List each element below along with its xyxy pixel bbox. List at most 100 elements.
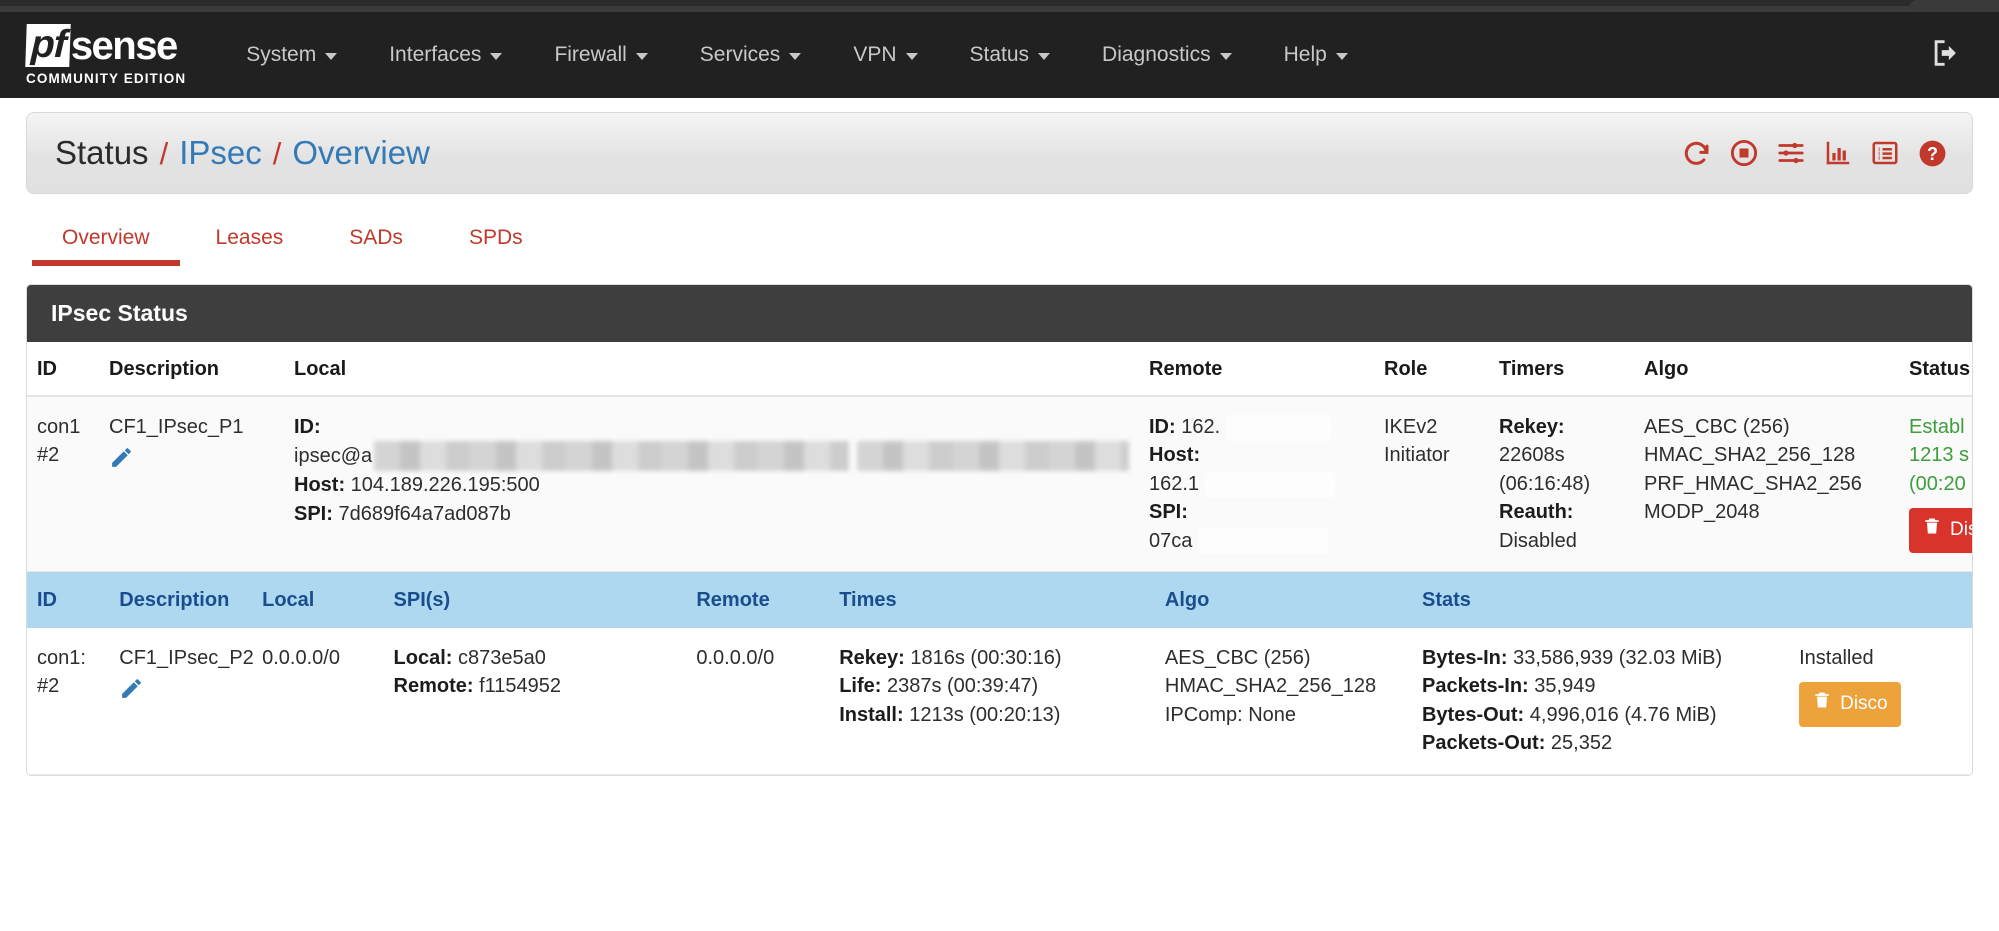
nav-label-vpn: VPN (853, 43, 897, 66)
status-time: 1213 s (1909, 444, 1970, 467)
local-spi-label: SPI: (294, 502, 333, 525)
remote-spi-value: 07ca (1149, 529, 1193, 552)
remote-host-value: 162.1 (1149, 472, 1200, 495)
disconnect-button[interactable]: Dis (1909, 508, 1972, 554)
spi-remote-label: Remote: (393, 675, 474, 698)
tab-leases[interactable]: Leases (186, 214, 314, 266)
filter-sliders-icon[interactable] (1776, 138, 1806, 168)
page-header-actions: ? (1682, 138, 1948, 169)
nav-item-vpn[interactable]: VPN (827, 33, 943, 77)
cell-p2-spis: Local: c873e5a0 Remote: f1154952 (383, 627, 687, 775)
timer-reauth-value: Disabled (1499, 529, 1577, 552)
cell-remote: ID: 162. Host: 162.1 SPI: 07ca (1139, 396, 1374, 572)
chevron-down-icon (1038, 53, 1051, 60)
breadcrumb-page[interactable]: Overview (292, 134, 430, 171)
stats-packets-in-value: 35,949 (1534, 675, 1596, 698)
remote-spi-label: SPI: (1149, 501, 1188, 524)
col-header-algo: Algo (1634, 342, 1899, 397)
p2-disconnect-button[interactable]: Disco (1799, 682, 1901, 728)
breadcrumb-root: Status (55, 134, 149, 171)
list-icon[interactable] (1870, 138, 1900, 168)
timer-rekey-label: Rekey: (1499, 416, 1565, 438)
nav-item-services[interactable]: Services (674, 33, 828, 77)
cell-p2-times: Rekey: 1816s (00:30:16) Life: 2387s (00:… (829, 627, 1155, 775)
cell-status: Establ 1213 s (00:20 Dis (1899, 396, 1972, 572)
logout-icon[interactable] (1929, 36, 1973, 75)
tab-sads[interactable]: SADs (319, 214, 433, 266)
nav-item-help[interactable]: Help (1258, 33, 1374, 77)
breadcrumb: Status / IPsec / Overview (55, 134, 430, 172)
help-icon[interactable]: ? (1917, 138, 1948, 169)
tab-spds[interactable]: SPDs (439, 214, 553, 266)
algo-line-3: PRF_HMAC_SHA2_256 (1644, 472, 1862, 495)
timer-reauth-label: Reauth: (1499, 501, 1574, 524)
col-header-description: Description (99, 342, 284, 397)
times-rekey-value: 1816s (00:30:16) (910, 646, 1062, 669)
cell-id: con1 #2 (27, 396, 99, 572)
nav-label-interfaces: Interfaces (389, 43, 482, 66)
remote-id-label: ID: (1149, 416, 1176, 438)
pencil-icon[interactable] (119, 676, 144, 709)
stats-packets-out-value: 25,352 (1550, 732, 1613, 755)
col-header-local: Local (284, 342, 1139, 397)
col-header-p2-remote: Remote (686, 571, 830, 628)
tab-bar: Overview Leases SADs SPDs (0, 194, 1999, 266)
nav-label-help: Help (1283, 43, 1327, 66)
chevron-down-icon (635, 53, 648, 60)
cell-p2-id: con1: #2 (27, 627, 110, 775)
col-header-p2-description: Description (109, 571, 253, 628)
p2-status-badge: Installed (1799, 646, 1874, 669)
trash-icon (1812, 690, 1832, 719)
cell-role: IKEv2 Initiator (1374, 396, 1489, 572)
chevron-down-icon (1335, 53, 1348, 60)
local-host-label: Host: (294, 474, 346, 497)
nav-item-firewall[interactable]: Firewall (528, 33, 673, 77)
cell-algo: AES_CBC (256) HMAC_SHA2_256_128 PRF_HMAC… (1634, 396, 1899, 572)
algo-line-1: AES_CBC (256) (1644, 416, 1790, 438)
p2-id-line-1: con1: (37, 646, 86, 669)
tab-leases-label: Leases (215, 226, 284, 249)
pencil-icon[interactable] (109, 445, 134, 478)
tab-spds-label: SPDs (468, 226, 523, 249)
nav-item-system[interactable]: System (220, 33, 363, 77)
tab-sads-label: SADs (349, 226, 403, 249)
nav-label-diagnostics: Diagnostics (1102, 43, 1211, 66)
stats-bytes-in-value: 33,586,939 (32.03 MiB) (1513, 646, 1723, 669)
refresh-icon[interactable] (1682, 138, 1712, 168)
breadcrumb-section[interactable]: IPsec (179, 134, 262, 171)
spi-local-label: Local: (393, 646, 453, 669)
cell-p2-stats: Bytes-In: 33,586,939 (32.03 MiB) Packets… (1411, 627, 1790, 775)
chevron-down-icon (905, 53, 918, 60)
algo-line-2: HMAC_SHA2_256_128 (1644, 444, 1856, 467)
description-text: CF1_IPsec_P1 (109, 416, 244, 438)
page-header: Status / IPsec / Overview (26, 112, 1973, 194)
status-badge: Establ (1909, 416, 1965, 438)
role-mode: Initiator (1384, 444, 1450, 467)
nav-item-status[interactable]: Status (944, 33, 1077, 77)
col-header-p2-actions (1789, 571, 1972, 628)
cell-p2-local: 0.0.0.0/0 (252, 627, 384, 775)
nav-item-diagnostics[interactable]: Diagnostics (1076, 33, 1258, 77)
stop-icon[interactable] (1729, 138, 1759, 168)
disconnect-button-label: Dis (1950, 519, 1972, 541)
tab-overview[interactable]: Overview (32, 214, 180, 266)
pfsense-logo[interactable]: pf sense COMMUNITY EDITION (25, 23, 187, 86)
tab-overview-label: Overview (62, 226, 150, 249)
role-version: IKEv2 (1384, 416, 1438, 438)
phase1-table: ID Description Local Remote Role Timers … (27, 342, 1972, 572)
brand-pf: pf (25, 23, 71, 67)
page-header-region: Status / IPsec / Overview (0, 98, 1999, 194)
cell-p2-remote: 0.0.0.0/0 (686, 627, 830, 775)
navbar-menu: System Interfaces Firewall Services VPN … (220, 33, 1929, 77)
browser-toolbar-strip (0, 6, 1999, 12)
stats-bytes-in-label: Bytes-In: (1421, 646, 1508, 669)
phase2-table: ID Description Local SPI(s) Remote Times… (27, 571, 1972, 775)
times-install-label: Install: (839, 703, 904, 726)
local-host-value: 104.189.226.195:500 (350, 474, 540, 497)
col-header-p2-times: Times (829, 571, 1155, 628)
nav-item-interfaces[interactable]: Interfaces (363, 33, 528, 77)
stats-packets-in-label: Packets-In: (1421, 675, 1529, 698)
table-row: con1: #2 CF1_IPsec_P2 0.0.0.0/0 (27, 627, 1972, 775)
brand-subtitle: COMMUNITY EDITION (26, 71, 187, 86)
chart-icon[interactable] (1823, 138, 1853, 168)
